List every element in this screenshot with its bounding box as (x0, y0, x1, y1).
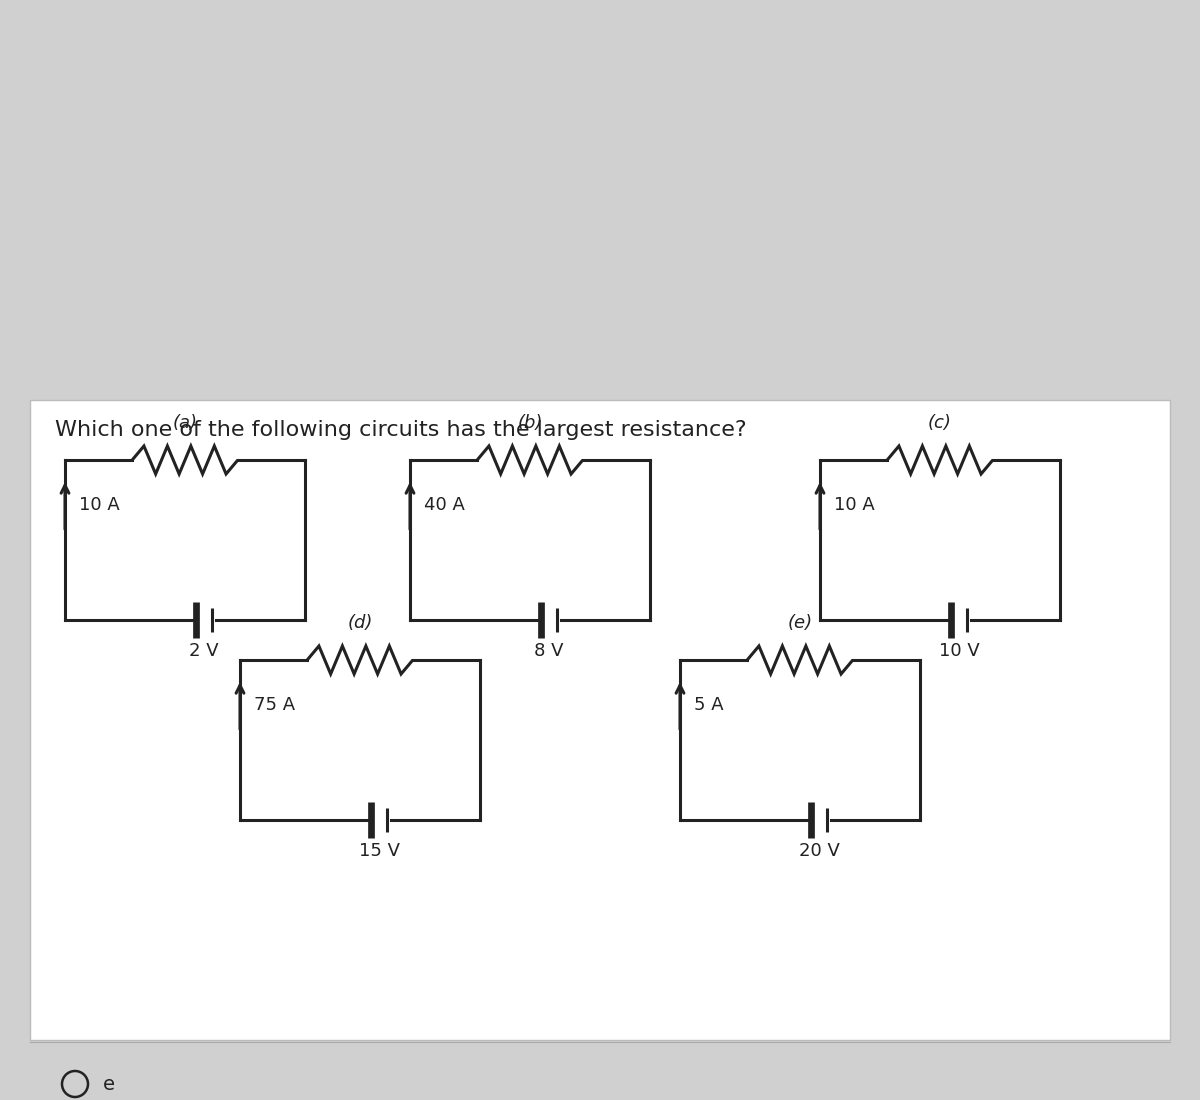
Text: (b): (b) (517, 414, 542, 432)
Text: 5 A: 5 A (694, 696, 724, 714)
Text: 10 V: 10 V (938, 642, 979, 660)
Text: 8 V: 8 V (534, 642, 564, 660)
Text: (c): (c) (928, 414, 952, 432)
Text: 2 V: 2 V (190, 642, 220, 660)
Text: 10 A: 10 A (834, 496, 875, 514)
Text: 20 V: 20 V (799, 842, 840, 860)
Text: (d): (d) (347, 614, 373, 632)
Text: (a): (a) (173, 414, 198, 432)
Text: e: e (103, 1075, 115, 1093)
Text: (e): (e) (787, 614, 812, 632)
Text: Which one of the following circuits has the largest resistance?: Which one of the following circuits has … (55, 420, 746, 440)
Text: 10 A: 10 A (79, 496, 120, 514)
Text: 75 A: 75 A (254, 696, 295, 714)
Text: 40 A: 40 A (424, 496, 464, 514)
Text: 15 V: 15 V (359, 842, 400, 860)
FancyBboxPatch shape (30, 400, 1170, 1040)
